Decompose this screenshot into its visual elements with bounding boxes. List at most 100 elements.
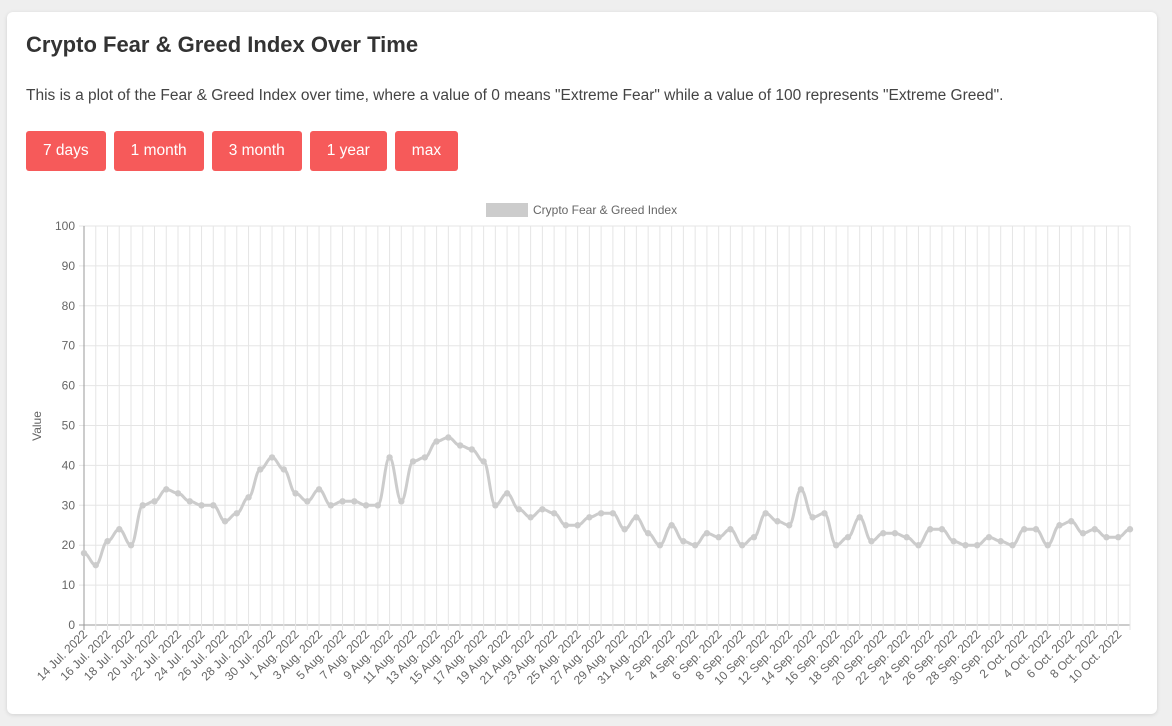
data-point: [315, 486, 323, 493]
data-point: [433, 438, 440, 445]
data-point: [621, 526, 628, 533]
data-point: [104, 538, 111, 545]
data-point: [539, 506, 546, 513]
data-point: [174, 490, 182, 497]
data-point: [351, 498, 358, 505]
data-point: [339, 498, 346, 505]
range-7-days-button[interactable]: 7 days: [26, 131, 106, 171]
data-point: [738, 542, 746, 549]
data-point: [750, 534, 758, 541]
data-point: [586, 514, 593, 521]
data-point: [409, 458, 417, 465]
data-point: [245, 494, 252, 501]
series-line: [83, 435, 1131, 567]
data-point: [950, 538, 957, 545]
y-tick-label: 70: [62, 339, 76, 353]
data-point: [456, 442, 464, 449]
data-point: [327, 502, 335, 509]
range-1-month-button[interactable]: 1 month: [113, 131, 204, 171]
data-point: [257, 466, 264, 473]
y-tick-label: 90: [62, 259, 76, 273]
y-tick-label: 40: [62, 458, 76, 472]
data-point: [210, 502, 217, 509]
range-1-year-button[interactable]: 1 year: [309, 131, 387, 171]
data-point: [962, 542, 969, 549]
y-tick-label: 80: [62, 299, 76, 313]
data-point: [139, 502, 146, 509]
data-point: [503, 490, 511, 497]
data-point: [421, 454, 429, 461]
data-point: [80, 549, 88, 557]
y-tick-label: 0: [68, 618, 75, 632]
data-point: [304, 498, 311, 505]
data-point: [703, 530, 711, 537]
data-point: [127, 542, 135, 549]
data-point: [562, 522, 570, 529]
data-point: [1091, 526, 1098, 533]
y-tick-label: 60: [62, 379, 76, 393]
data-point: [468, 446, 476, 453]
data-point: [597, 510, 605, 517]
data-point: [527, 514, 534, 521]
legend-label: Crypto Fear & Greed Index: [533, 203, 677, 217]
y-tick-label: 10: [62, 578, 76, 592]
data-point: [386, 454, 393, 461]
y-axis-label: Value: [30, 411, 44, 441]
data-point: [1009, 542, 1016, 549]
data-point: [856, 514, 863, 521]
data-point: [680, 538, 687, 545]
data-point: [668, 522, 675, 529]
data-point: [151, 498, 158, 505]
range-buttons: 7 days 1 month 3 month 1 year max: [26, 131, 459, 171]
y-tick-label: 100: [55, 219, 75, 233]
data-point: [715, 534, 722, 541]
data-point: [997, 538, 1004, 545]
data-point: [198, 502, 205, 509]
data-point: [163, 486, 170, 493]
data-point: [633, 514, 640, 521]
data-point: [1103, 534, 1110, 541]
data-point: [821, 510, 828, 517]
data-point: [644, 530, 652, 537]
data-point: [691, 542, 699, 549]
range-max-button[interactable]: max: [394, 131, 459, 171]
data-point: [398, 498, 405, 505]
data-point: [550, 510, 558, 517]
data-point: [974, 542, 981, 549]
data-point: [268, 454, 276, 461]
data-point: [809, 514, 816, 521]
data-point: [656, 542, 664, 549]
description: This is a plot of the Fear & Greed Index…: [26, 87, 1004, 104]
data-point: [762, 510, 769, 517]
data-point: [727, 526, 734, 533]
range-3-month-button[interactable]: 3 month: [211, 131, 302, 171]
y-tick-label: 30: [62, 498, 76, 512]
data-point: [915, 542, 922, 549]
data-point: [879, 530, 887, 537]
data-point: [445, 434, 452, 441]
data-point: [233, 510, 240, 517]
data-point: [221, 518, 229, 525]
data-point: [492, 502, 499, 509]
y-tick-label: 50: [62, 419, 76, 433]
data-point: [844, 534, 852, 541]
data-point: [92, 561, 99, 569]
data-point: [891, 530, 899, 537]
legend-swatch: [486, 203, 528, 217]
data-point: [362, 502, 370, 509]
data-point: [374, 502, 382, 509]
data-point: [868, 538, 875, 545]
data-point: [1079, 530, 1087, 537]
y-tick-label: 20: [62, 538, 76, 552]
data-point: [515, 506, 523, 513]
data-point: [832, 542, 840, 549]
data-point: [280, 466, 287, 473]
data-point: [609, 510, 617, 517]
data-point: [1126, 526, 1134, 533]
data-point: [985, 534, 993, 541]
data-point: [292, 490, 299, 497]
data-point: [938, 526, 946, 533]
data-point: [574, 522, 581, 529]
data-point: [903, 534, 910, 541]
data-point: [774, 518, 781, 525]
